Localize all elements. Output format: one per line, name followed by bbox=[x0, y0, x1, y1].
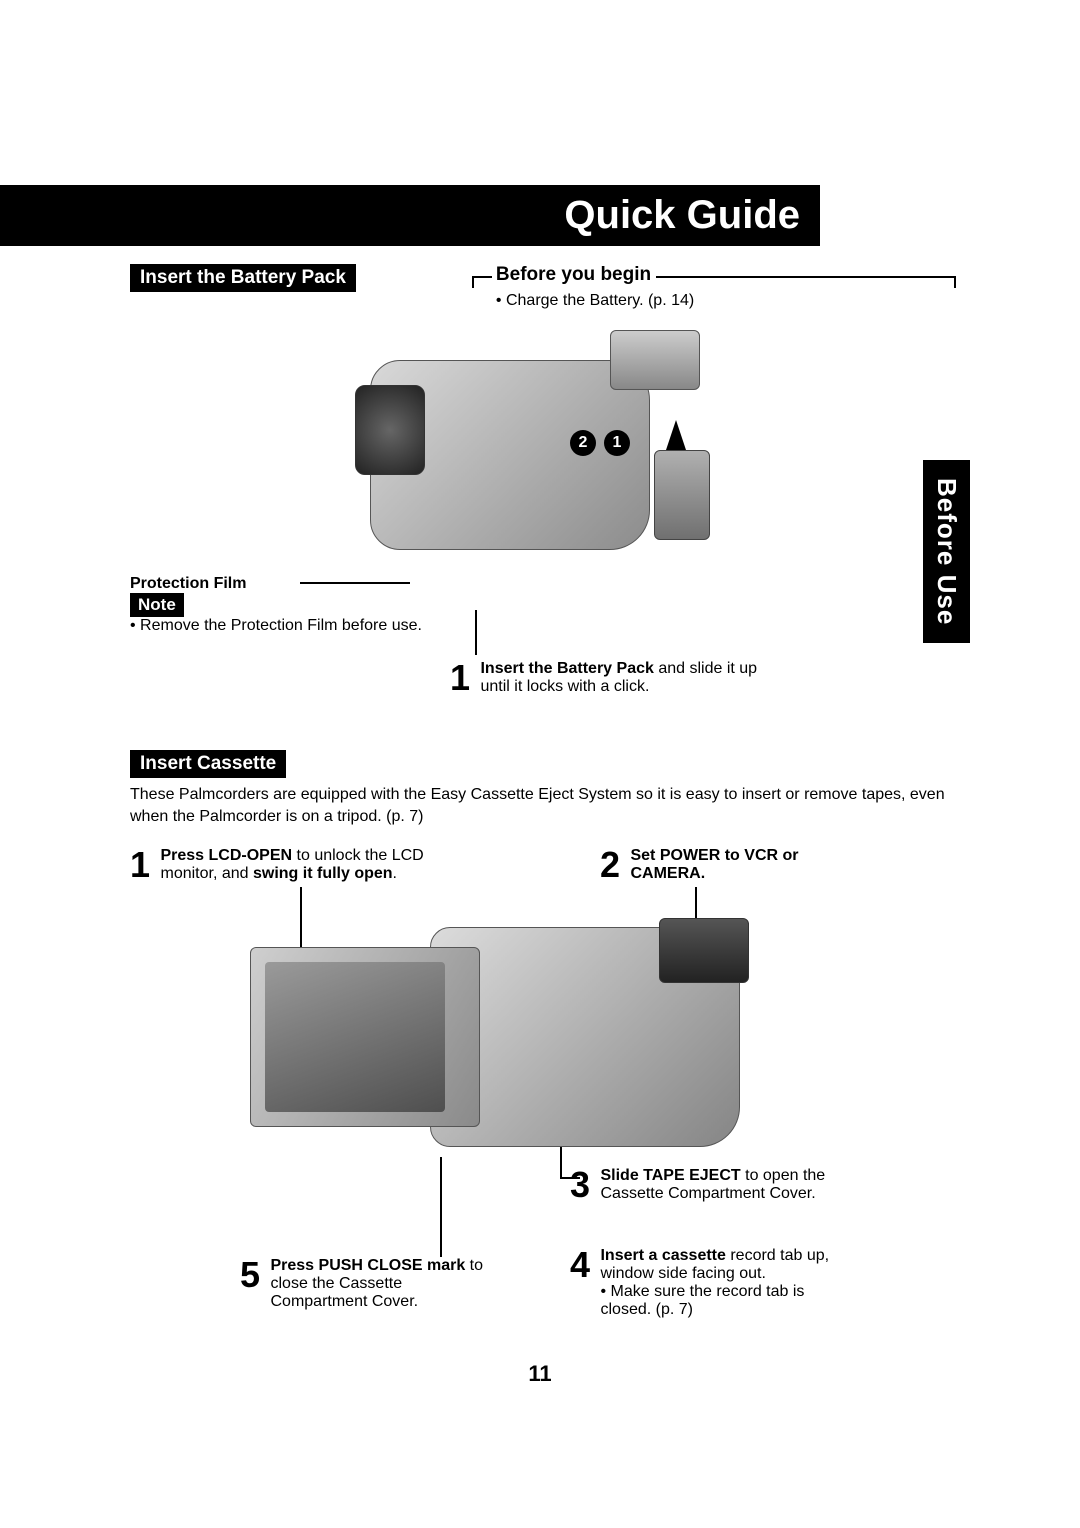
cassette-step-2-num: 2 bbox=[600, 847, 620, 883]
cassette-step-3-text: Slide TAPE EJECT to open the Cassette Co… bbox=[600, 1167, 830, 1203]
cassette-step-1-text: Press LCD-OPEN to unlock the LCD monitor… bbox=[160, 847, 440, 883]
cassette-step-4-text: Insert a cassette record tab up, window … bbox=[600, 1247, 830, 1319]
camera-cassette-illustration bbox=[250, 907, 750, 1167]
cassette-step-2-text: Set POWER to VCR or CAMERA. bbox=[630, 847, 850, 883]
battery-step-1-text: Insert the Battery Pack and slide it up … bbox=[480, 660, 760, 696]
battery-step-1-num: 1 bbox=[450, 660, 470, 696]
cassette-step-1-num: 1 bbox=[130, 847, 150, 883]
section-insert-cassette: Insert Cassette bbox=[130, 750, 286, 778]
cassette-step-5-num: 5 bbox=[240, 1257, 260, 1293]
cassette-step-4-num: 4 bbox=[570, 1247, 590, 1283]
page-number: 11 bbox=[528, 1361, 551, 1387]
camera-battery-illustration: 2 1 bbox=[350, 330, 730, 590]
note-badge: Note bbox=[130, 593, 184, 617]
cassette-step-3-num: 3 bbox=[570, 1167, 590, 1203]
before-you-begin-bullet: • Charge the Battery. (p. 14) bbox=[496, 292, 694, 310]
callout-2-icon: 2 bbox=[570, 430, 596, 456]
section-insert-battery: Insert the Battery Pack bbox=[130, 264, 356, 292]
before-you-begin-title: Before you begin bbox=[496, 264, 651, 286]
callout-1-icon: 1 bbox=[604, 430, 630, 456]
protection-film-note: Protection Film Note • Remove the Protec… bbox=[130, 575, 422, 635]
page-title: Quick Guide bbox=[0, 185, 820, 246]
cassette-intro: These Palmcorders are equipped with the … bbox=[130, 784, 950, 827]
cassette-step-5-text: Press PUSH CLOSE mark to close the Casse… bbox=[270, 1257, 500, 1311]
